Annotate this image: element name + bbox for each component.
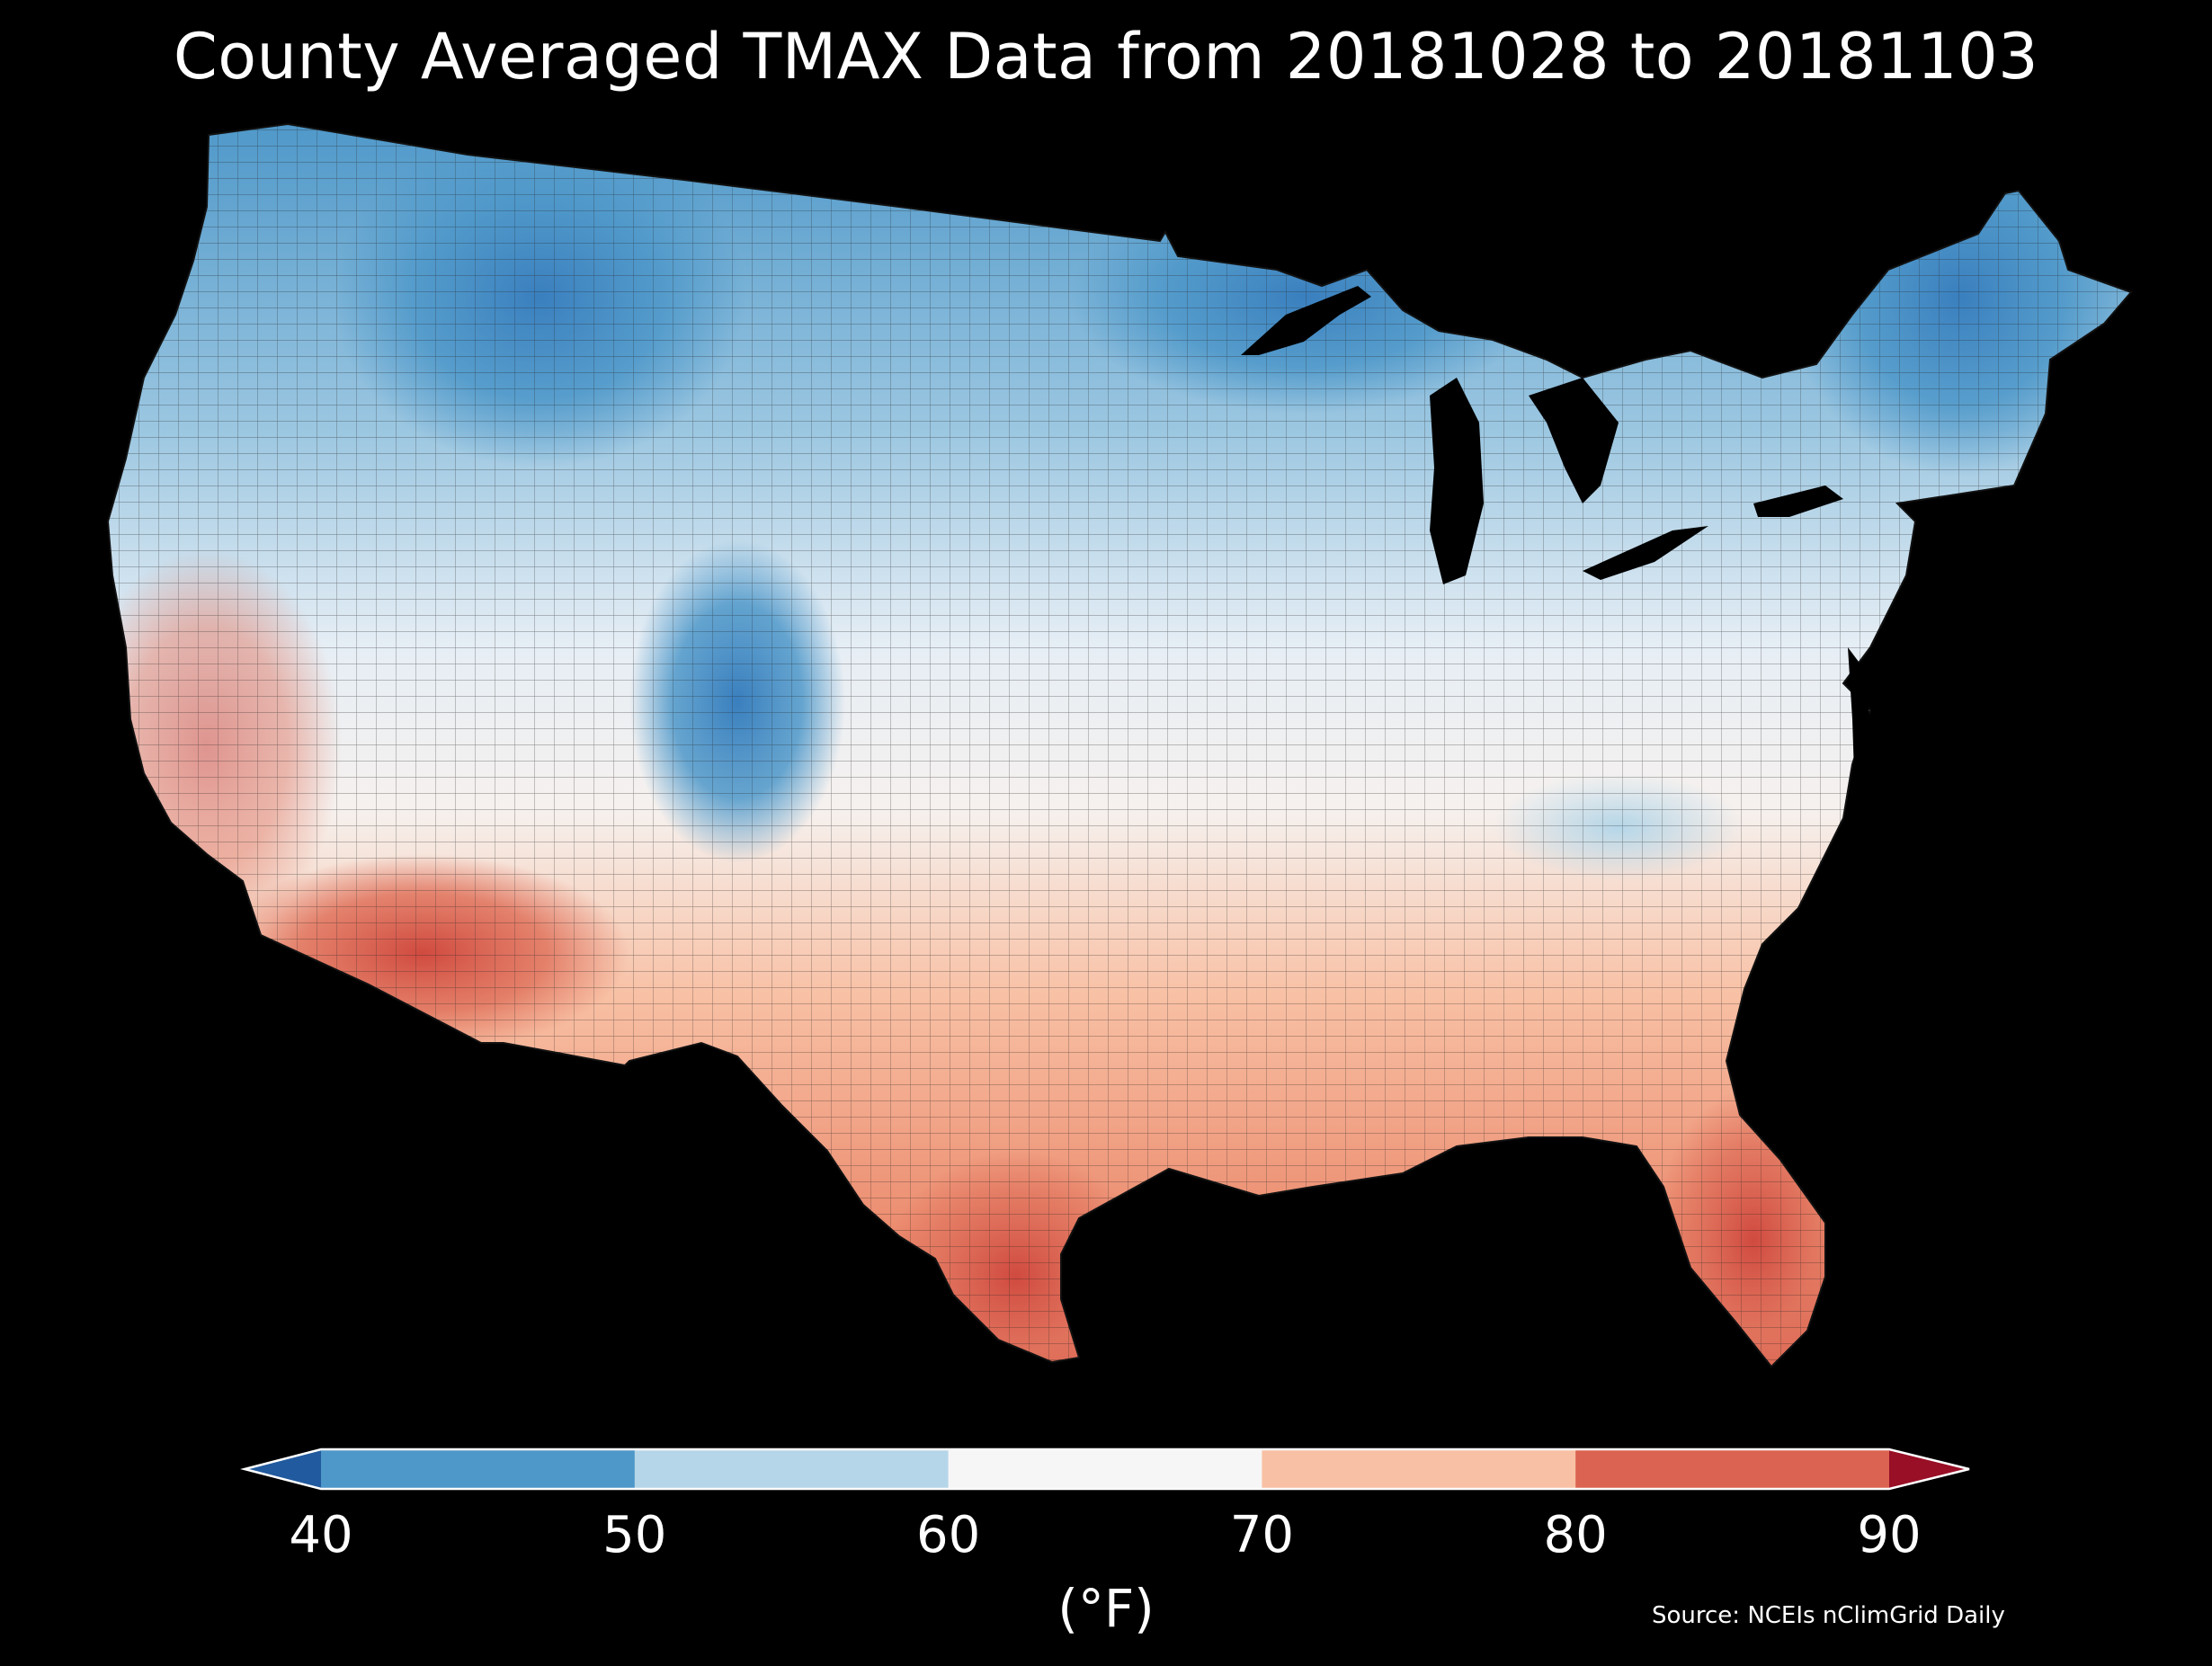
source-note: Source: NCEIs nClimGrid Daily — [1652, 1602, 2005, 1629]
colorbar-tick-label: 70 — [1229, 1506, 1295, 1564]
colorbar-tick-label: 90 — [1857, 1506, 1922, 1564]
colorbar-bin — [1262, 1449, 1576, 1489]
colorbar-bin — [948, 1449, 1262, 1489]
colorbar-tick-label: 50 — [602, 1506, 667, 1564]
colorbar-bin — [245, 1449, 321, 1489]
colorbar-bin — [634, 1449, 950, 1489]
colorbar-unit-label: (°F) — [1057, 1578, 1155, 1639]
colorbar-bin — [321, 1449, 636, 1489]
colorbar-bin — [1889, 1449, 1969, 1489]
lake-superior — [1241, 286, 1371, 355]
chart-title: County Averaged TMAX Data from 20181028 … — [173, 20, 2039, 94]
colorbar-tick-label: 60 — [915, 1506, 981, 1564]
lake-michigan — [1430, 378, 1484, 584]
colorbar-tick-label: 80 — [1543, 1506, 1608, 1564]
colorbar-outline — [240, 1448, 1970, 1491]
lake-huron — [1529, 378, 1619, 503]
colorbar-tick-label: 40 — [289, 1506, 353, 1564]
lake-erie — [1583, 526, 1708, 580]
colorbar-bin — [1575, 1449, 1890, 1489]
chesapeake-bay — [1848, 647, 1870, 773]
lake-ontario — [1753, 486, 1843, 517]
